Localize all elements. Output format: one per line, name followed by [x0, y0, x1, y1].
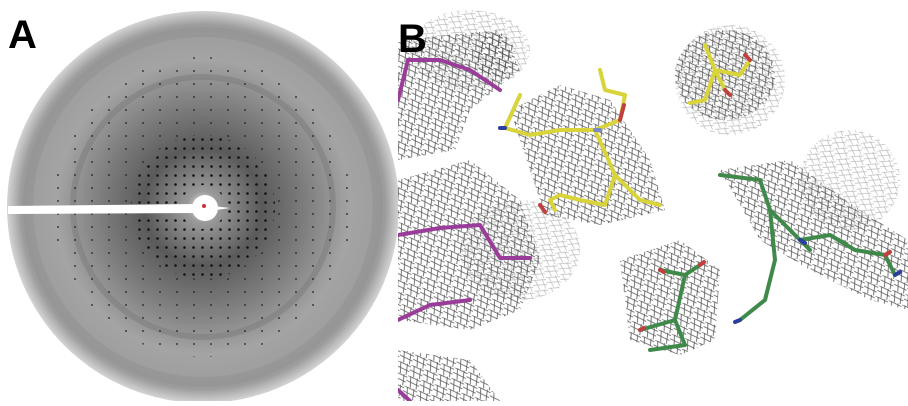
heteroatoms: [498, 53, 902, 332]
panel-label: A: [8, 13, 37, 57]
panel-label: B: [398, 17, 427, 61]
beam-marker: [202, 204, 206, 208]
density-mesh: [398, 30, 908, 401]
diffraction-panel: [0, 0, 400, 403]
beam-stop: [8, 204, 230, 214]
density-panel: [398, 0, 908, 401]
beam-center: [192, 195, 218, 221]
